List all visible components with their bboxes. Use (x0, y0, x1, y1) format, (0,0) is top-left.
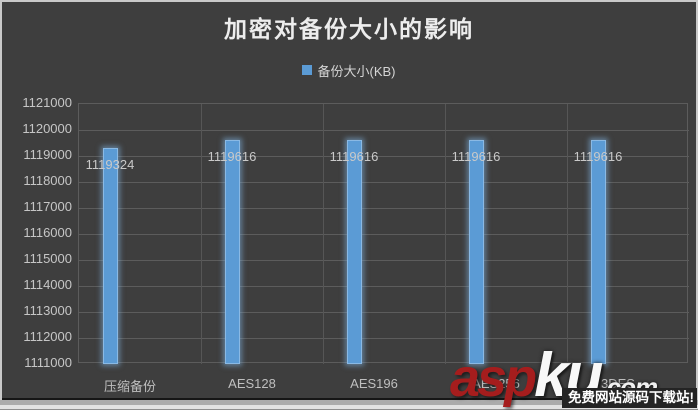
x-tick-label: AES196 (350, 376, 398, 391)
y-tick-label: 1112000 (23, 329, 72, 344)
bar-压缩备份 (103, 148, 118, 364)
legend-label: 备份大小(KB) (317, 63, 396, 79)
bar-AES196 (347, 140, 362, 364)
gridline-vertical (201, 104, 202, 364)
watermark-tagline: 免费网站源码下载站! (562, 388, 697, 408)
y-tick-label: 1115000 (23, 251, 72, 266)
gridline-horizontal (79, 338, 689, 339)
gridline-horizontal (79, 130, 689, 131)
x-tick-label: 压缩备份 (103, 379, 157, 394)
gridline-horizontal (79, 156, 689, 157)
x-tick-label: AES128 (228, 376, 276, 391)
x-tick-label: AES256 (472, 376, 520, 391)
bar-value-label: 1119616 (451, 149, 501, 164)
y-tick-label: 1111000 (24, 355, 72, 370)
bottom-edge-gray (0, 400, 698, 405)
chart-title: 加密对备份大小的影响 (224, 16, 474, 43)
bar-value-label: 1119616 (573, 149, 623, 164)
bar-value-label: 1119616 (329, 149, 379, 164)
gridline-horizontal (79, 182, 689, 183)
bottom-edge-light (0, 405, 698, 409)
gridline-horizontal (79, 234, 689, 235)
bar-3DES (591, 140, 606, 364)
x-tick-label: 3DES (601, 376, 635, 391)
bar-value-label: 1119616 (207, 149, 257, 164)
plot-area (78, 103, 689, 364)
legend: 备份大小(KB) (0, 62, 698, 79)
y-tick-label: 1114000 (23, 277, 72, 292)
gridline-horizontal (79, 208, 689, 209)
y-tick-label: 1119000 (23, 147, 72, 162)
y-tick-label: 1117000 (23, 199, 72, 214)
gridline-vertical (323, 104, 324, 364)
bar-value-label: 1119324 (85, 157, 135, 172)
gridline-horizontal (79, 286, 689, 287)
y-tick-label: 1116000 (23, 225, 72, 240)
gridline-horizontal (79, 260, 689, 261)
y-tick-label: 1121000 (22, 95, 72, 110)
legend-swatch-icon (302, 65, 313, 75)
gridline-vertical (567, 104, 568, 364)
bar-AES128 (225, 140, 240, 364)
gridline-vertical (445, 104, 446, 364)
bottom-edge-shadow (2, 398, 696, 400)
y-tick-label: 1120000 (22, 121, 72, 136)
y-tick-label: 1113000 (23, 303, 72, 318)
y-tick-label: 1118000 (23, 173, 72, 188)
bar-AES256 (469, 140, 484, 364)
gridline-horizontal (79, 312, 689, 313)
